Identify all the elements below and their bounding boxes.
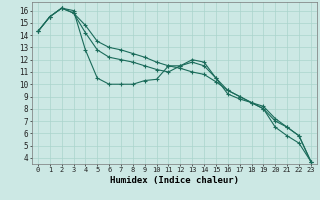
X-axis label: Humidex (Indice chaleur): Humidex (Indice chaleur) — [110, 176, 239, 185]
